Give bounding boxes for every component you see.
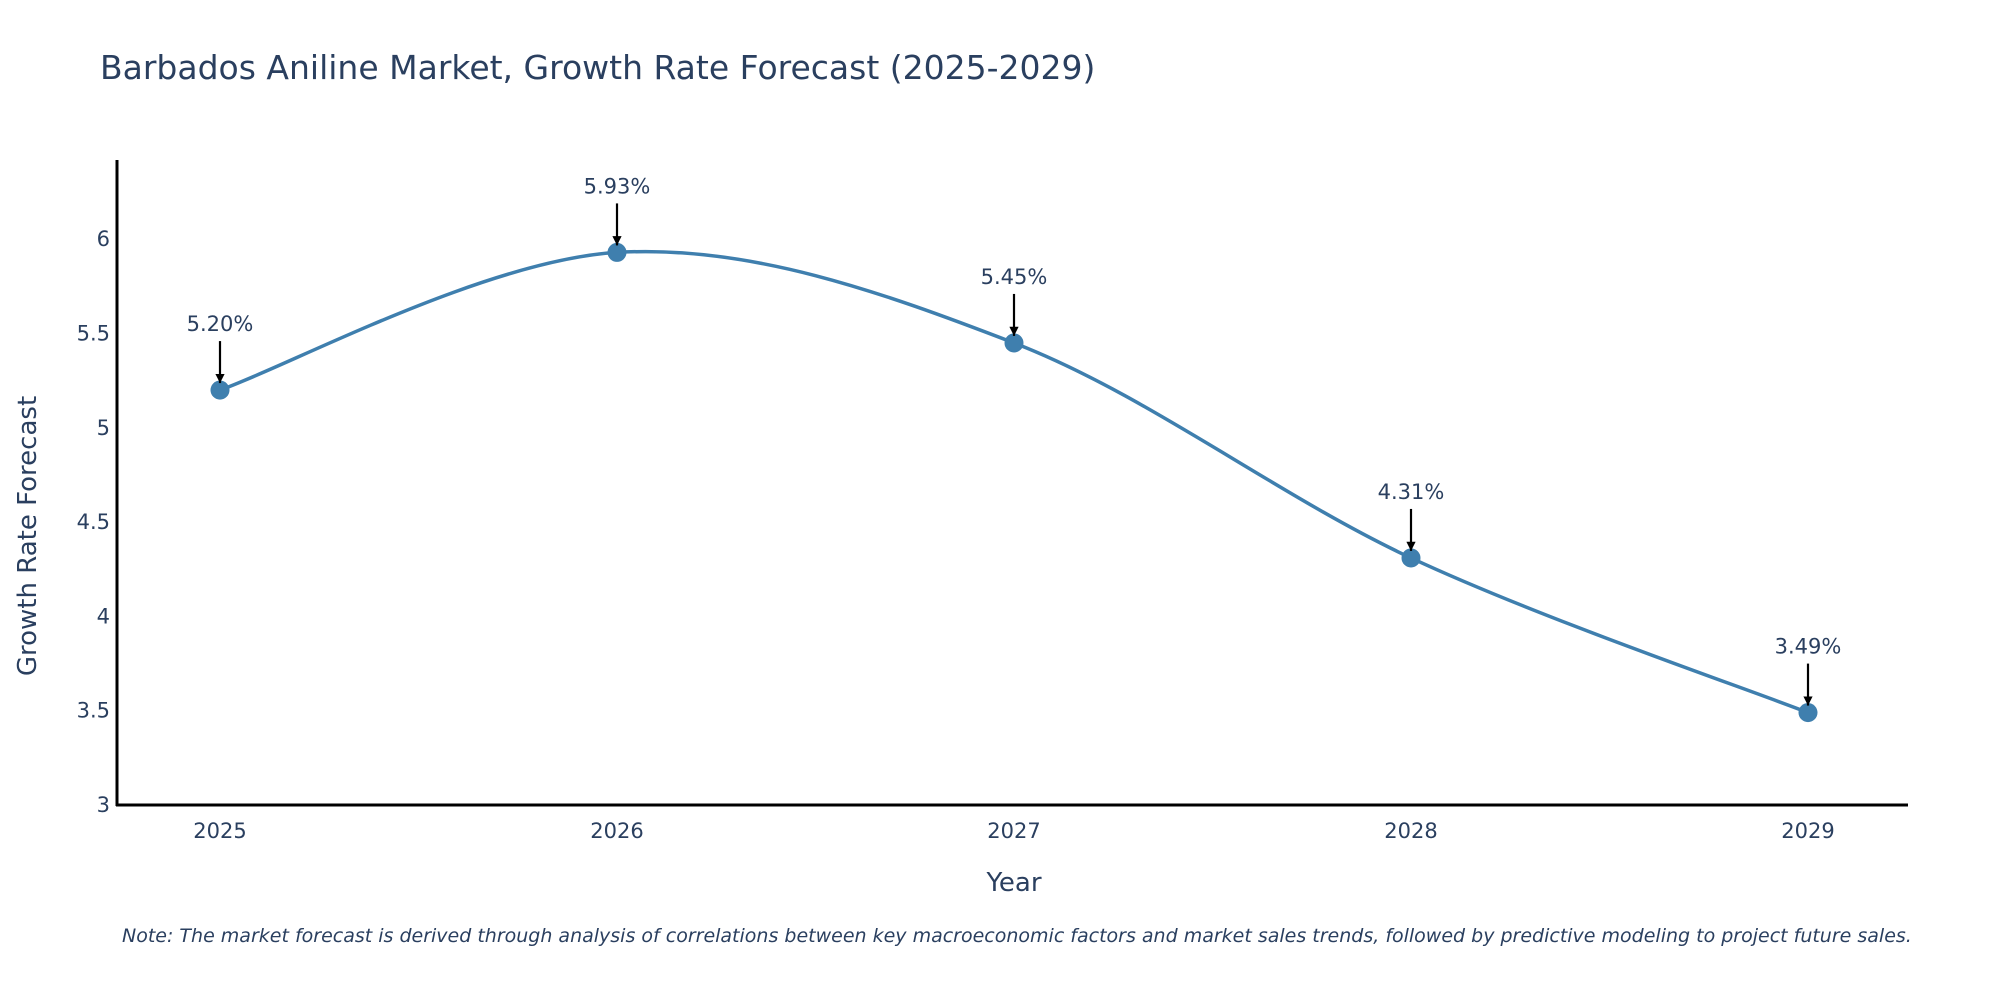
x-tick-label: 2027 <box>987 819 1040 843</box>
data-label: 3.49% <box>1775 635 1842 659</box>
data-point <box>1004 333 1024 353</box>
chart-title: Barbados Aniline Market, Growth Rate For… <box>100 48 1095 87</box>
data-label: 5.20% <box>187 312 254 336</box>
x-tick-label: 2029 <box>1781 819 1834 843</box>
y-tick-label: 3.5 <box>77 699 110 723</box>
x-axis-ticks: 2025 2026 2027 2028 2029 <box>193 819 1834 843</box>
data-annotations: 5.20% 5.93% 5.45% 4.31% 3.49% <box>187 174 1842 706</box>
y-axis-title: Growth Rate Forecast <box>13 396 43 676</box>
y-tick-label: 6 <box>97 227 110 251</box>
chart-note: Note: The market forecast is derived thr… <box>122 925 1912 947</box>
data-label: 4.31% <box>1378 480 1445 504</box>
data-point <box>210 380 230 400</box>
x-tick-label: 2026 <box>590 819 643 843</box>
data-point <box>607 242 627 262</box>
y-tick-label: 4 <box>97 604 110 628</box>
x-tick-label: 2028 <box>1384 819 1437 843</box>
y-axis-ticks: 3 3.5 4 4.5 5 5.5 6 <box>77 227 110 817</box>
data-label: 5.93% <box>584 174 651 198</box>
data-markers <box>210 242 1818 723</box>
y-tick-label: 5.5 <box>77 322 110 346</box>
y-tick-label: 4.5 <box>77 510 110 534</box>
data-point <box>1401 548 1421 568</box>
y-tick-label: 3 <box>97 793 110 817</box>
data-label: 5.45% <box>981 265 1048 289</box>
data-point <box>1798 703 1818 723</box>
y-tick-label: 5 <box>97 416 110 440</box>
x-axis-title: Year <box>985 868 1041 898</box>
x-tick-label: 2025 <box>193 819 246 843</box>
